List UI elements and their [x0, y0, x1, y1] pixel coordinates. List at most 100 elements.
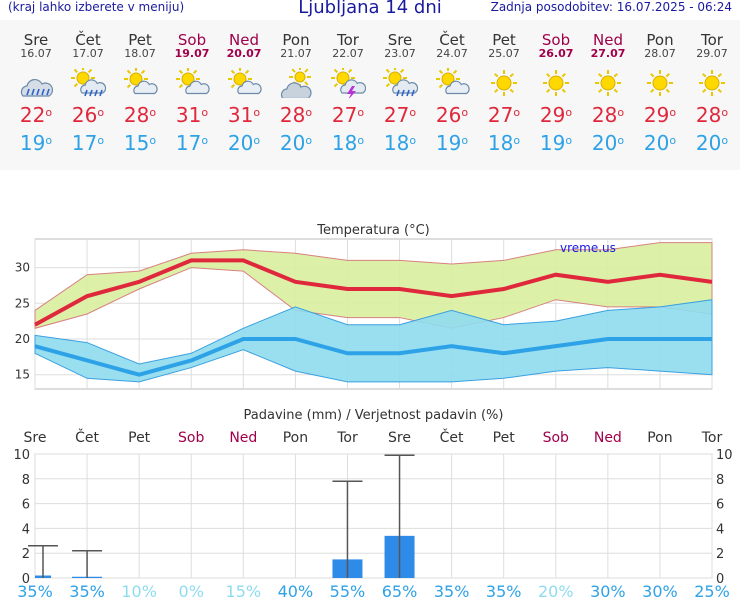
max-temperature-line: [34, 258, 713, 327]
degree-symbol: o: [461, 106, 469, 119]
page-title: Ljubljana 14 dni: [298, 0, 442, 18]
y-tick-label-right: 10: [716, 448, 733, 463]
last-update: Zadnja posodobitev: 16.07.2025 - 06:24: [490, 0, 732, 14]
day-name: Ned: [593, 31, 623, 49]
day-name: Čet: [439, 31, 465, 49]
chart-title: Padavine (mm) / Verjetnost padavin (%): [244, 408, 504, 423]
min-temperature: 19o: [530, 132, 582, 154]
sun-cloud-icon: [124, 68, 158, 95]
day-name: Tor: [337, 31, 359, 49]
x-tick-label: Pet: [128, 430, 151, 446]
x-tick-label: Sob: [543, 430, 569, 446]
day-date: 21.07: [280, 47, 312, 60]
min-temperature-value: 17: [71, 131, 98, 155]
x-tick-label: Pon: [647, 430, 672, 446]
day-column: Čet 24.07 26o 19o: [426, 20, 478, 154]
sun-cloud-icon: [436, 68, 470, 95]
min-temperature: 17o: [62, 132, 114, 154]
max-temperature: 31o: [166, 104, 218, 126]
y-tick-label-right: 6: [716, 498, 724, 513]
x-tick-label: Čet: [440, 428, 464, 446]
max-temperature-value: 28: [695, 103, 722, 127]
day-date: 16.07: [20, 47, 52, 60]
day-date: 23.07: [384, 47, 416, 60]
max-temperature-value: 29: [539, 103, 566, 127]
precipitation-probability-label: 35%: [17, 582, 53, 600]
max-temperature-value: 31: [175, 103, 202, 127]
y-tick-label-left: 4: [22, 522, 30, 537]
sun-cloud-icon: [176, 68, 210, 95]
sun-cloud-rain-icon: [383, 68, 418, 97]
day-date: 19.07: [174, 47, 210, 60]
y-tick-label: 15: [15, 368, 30, 382]
min-temperature: 18o: [322, 132, 374, 154]
sun-icon: [543, 70, 569, 96]
day-column: Pet 25.07 27o 18o: [478, 20, 530, 155]
max-temperature-value: 26: [71, 103, 98, 127]
degree-symbol: o: [669, 106, 677, 119]
rain-shower-cloud-icon: [20, 78, 54, 97]
plot-area: [34, 453, 713, 579]
min-temperature: 20o: [686, 132, 738, 154]
min-temperature-line: [34, 337, 712, 377]
day-date: 28.07: [644, 47, 676, 60]
x-tick-label: Pet: [493, 430, 516, 446]
max-temperature: 27o: [374, 104, 426, 126]
x-tick-label: Tor: [336, 430, 358, 446]
day-column: Pon 21.07 28o 20o: [270, 20, 322, 155]
degree-symbol: o: [617, 106, 625, 119]
day-name: Čet: [75, 31, 101, 49]
precipitation-chart: Padavine (mm) / Verjetnost padavin (%) Sr…: [13, 408, 733, 600]
degree-symbol: o: [45, 106, 53, 119]
sun-icon: [595, 70, 621, 96]
day-name: Sre: [387, 31, 413, 49]
day-date: 18.07: [124, 47, 156, 60]
day-date: 20.07: [226, 47, 262, 60]
min-temperature-value: 20: [279, 131, 306, 155]
max-temperature: 27o: [478, 104, 530, 126]
x-tick-label: Tor: [701, 430, 723, 446]
degree-symbol: o: [201, 134, 209, 147]
day-column: Čet 17.07 26o 17o: [62, 20, 114, 154]
max-temperature: 28o: [270, 104, 322, 126]
min-temperature: 19o: [426, 132, 478, 154]
day-column: Pet 18.07 28o 15o: [114, 20, 166, 154]
precipitation-probability-label: 15%: [226, 582, 262, 600]
min-temperature: 18o: [478, 132, 530, 154]
min-temperature-value: 20: [227, 131, 254, 155]
max-temperature: 29o: [530, 104, 582, 126]
precipitation-probability-label: 10%: [121, 582, 157, 600]
min-temperature-value: 19: [19, 131, 46, 155]
day-date: 22.07: [332, 47, 364, 60]
day-column: Ned 20.07 31o 20o: [218, 20, 270, 154]
day-date: 24.07: [436, 47, 468, 60]
max-temperature-value: 28: [591, 103, 618, 127]
max-temperature: 28o: [582, 104, 634, 126]
x-tick-label: Pon: [283, 430, 308, 446]
y-tick-label-left: 2: [22, 547, 30, 562]
min-temperature: 20o: [218, 132, 270, 154]
degree-symbol: o: [253, 106, 261, 119]
precipitation-probability-label: 35%: [69, 582, 105, 600]
precipitation-probability-label: 30%: [590, 582, 626, 600]
y-tick-label-right: 2: [716, 547, 724, 562]
x-tick-label: Čet: [75, 428, 99, 446]
min-temperature: 19o: [10, 132, 62, 154]
min-temperature: 20o: [582, 132, 634, 154]
sun-cloud-icon: [228, 68, 262, 95]
sun-icon: [491, 70, 517, 96]
degree-symbol: o: [305, 134, 313, 147]
y-tick-label-left: 6: [22, 498, 30, 513]
watermark: vreme.us: [560, 241, 616, 255]
precipitation-probability-label: 0%: [179, 582, 204, 600]
degree-symbol: o: [409, 106, 417, 119]
sun-behind-cloud-icon: [280, 68, 312, 98]
degree-symbol: o: [357, 106, 365, 119]
precipitation-probability-label: 30%: [642, 582, 678, 600]
day-column: Sre 16.07 22o 19o: [10, 20, 62, 154]
day-column: Sre 23.07 27o 18o: [374, 20, 426, 154]
max-temperature: 27o: [322, 104, 374, 126]
max-temperature: 26o: [62, 104, 114, 126]
x-tick-label: Ned: [229, 430, 257, 446]
precipitation-probability-label: 25%: [694, 582, 730, 600]
